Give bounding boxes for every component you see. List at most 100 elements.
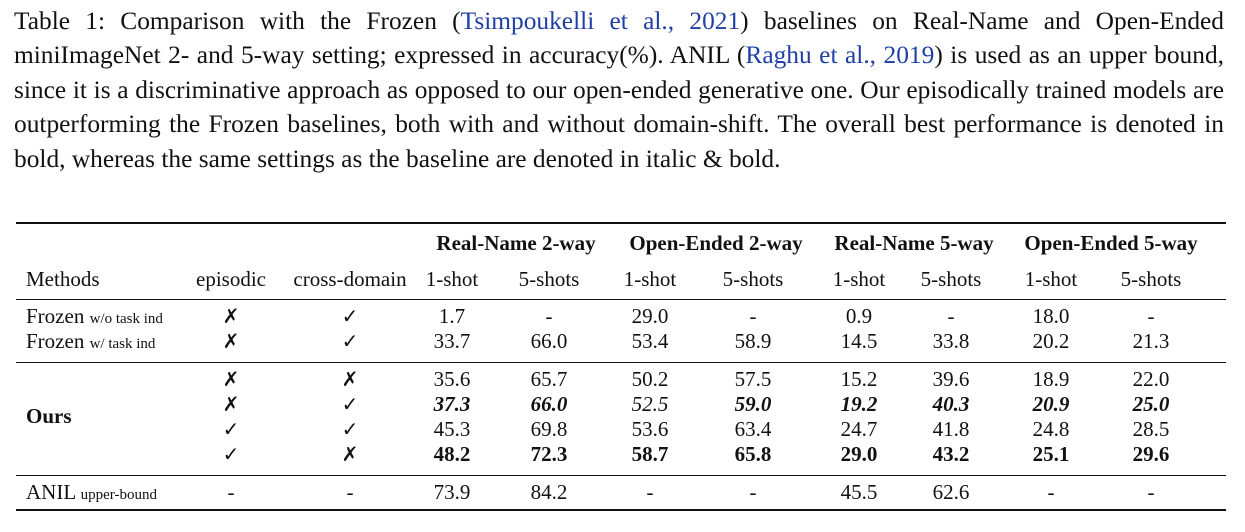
check-mark-icon: ✓: [341, 417, 359, 441]
table-cell: 62.6: [932, 480, 970, 504]
table-cell: -: [1047, 480, 1055, 504]
table-top-rule: [16, 222, 1226, 224]
table-cell: 66.0: [530, 392, 568, 416]
table-cell: 40.3: [932, 392, 970, 416]
method-name: Frozen: [26, 329, 85, 353]
table-cell: -: [346, 480, 354, 504]
table-bottom-rule: [16, 509, 1226, 511]
cross-mark-icon: ✗: [222, 367, 240, 391]
table-ours-rule: [16, 475, 1226, 476]
column-group-header: Real-Name 5-way: [834, 231, 994, 255]
table-cell: 24.7: [840, 417, 878, 441]
table-cell: 28.5: [1132, 417, 1170, 441]
column-header: cross-domain: [293, 267, 407, 291]
method-name: ANIL: [26, 480, 76, 504]
column-group-header: Real-Name 2-way: [436, 231, 596, 255]
table-cell: 18.0: [1032, 304, 1070, 328]
table-cell: 35.6: [433, 367, 471, 391]
table-cell: 29.0: [840, 442, 878, 466]
table-cell: 41.8: [932, 417, 970, 441]
table-cell: 48.2: [433, 442, 471, 466]
table-cell: 69.8: [530, 417, 568, 441]
table-cell: 66.0: [530, 329, 568, 353]
column-header: 1-shot: [832, 267, 886, 291]
table-cell: 72.3: [530, 442, 568, 466]
method-subscript: w/o task ind: [89, 311, 163, 327]
caption-text-1: Table 1: Comparison with the Frozen (: [14, 7, 461, 35]
table-cell: 18.9: [1032, 367, 1070, 391]
table-cell: 24.8: [1032, 417, 1070, 441]
table-cell: -: [749, 480, 757, 504]
table-cell: 25.1: [1032, 442, 1070, 466]
check-mark-icon: ✓: [341, 392, 359, 416]
table-cell: 53.4: [631, 329, 669, 353]
table-cell: 22.0: [1132, 367, 1170, 391]
table-cell: 63.4: [734, 417, 772, 441]
check-mark-icon: ✓: [341, 329, 359, 353]
column-header-methods: Methods: [26, 267, 100, 291]
citation-link-raghu[interactable]: Raghu et al., 2019: [745, 41, 935, 70]
cross-mark-icon: ✗: [341, 367, 359, 391]
caption-text-3: ) is used as an upper bound, since it is…: [14, 41, 1224, 173]
table-cell: 59.0: [734, 392, 772, 416]
column-group-header: Open-Ended 5-way: [1024, 231, 1198, 255]
table-cell: 50.2: [631, 367, 669, 391]
method-label-frozen: Frozen w/ task ind: [26, 329, 155, 356]
table-cell: 84.2: [530, 480, 568, 504]
method-subscript: w/ task ind: [89, 336, 156, 352]
table-caption: Table 1: Comparison with the Frozen (Tsi…: [14, 4, 1224, 176]
table-cell: 1.7: [438, 304, 466, 328]
citation-link-tsimpoukelli[interactable]: Tsimpoukelli et al., 2021: [460, 7, 741, 35]
column-header: 5-shots: [518, 267, 580, 291]
column-header: 1-shot: [623, 267, 677, 291]
table-cell: -: [749, 304, 757, 328]
cross-mark-icon: ✗: [222, 392, 240, 416]
method-subscript: upper-bound: [80, 487, 157, 503]
column-header: 5-shots: [1120, 267, 1182, 291]
results-table: Real-Name 2-way Open-Ended 2-way Real-Name…: [16, 222, 1226, 512]
table-cell: 43.2: [932, 442, 970, 466]
table-cell: 33.7: [433, 329, 471, 353]
table-cell: 14.5: [840, 329, 878, 353]
cross-mark-icon: ✗: [341, 442, 359, 466]
table-cell: 15.2: [840, 367, 878, 391]
table-cell: 20.9: [1032, 392, 1070, 416]
table-cell: -: [947, 304, 955, 328]
table-cell: 21.3: [1132, 329, 1170, 353]
check-mark-icon: ✓: [222, 442, 240, 466]
table-cell: 29.0: [631, 304, 669, 328]
method-label-ours: Ours: [26, 404, 72, 428]
method-label-frozen: Frozen w/o task ind: [26, 304, 163, 331]
column-header: 1-shot: [1024, 267, 1078, 291]
table-cell: 57.5: [734, 367, 772, 391]
table-cell: 58.9: [734, 329, 772, 353]
table-cell: 45.3: [433, 417, 471, 441]
caption-text-2: ) baselines on Real-Name and Open-Ended …: [14, 7, 1224, 70]
table-cell: -: [646, 480, 654, 504]
table-cell: 52.5: [631, 392, 669, 416]
table-cell: 0.9: [845, 304, 873, 328]
table-cell: -: [545, 304, 553, 328]
table-frozen-rule: [16, 362, 1226, 363]
table-cell: 33.8: [932, 329, 970, 353]
table-cell: 65.7: [530, 367, 568, 391]
column-group-header: Open-Ended 2-way: [629, 231, 803, 255]
table-cell: 53.6: [631, 417, 669, 441]
method-label-anil: ANIL upper-bound: [26, 480, 157, 507]
cross-mark-icon: ✗: [222, 329, 240, 353]
table-cell: 65.8: [734, 442, 772, 466]
table-cell: 37.3: [433, 392, 471, 416]
table-cell: 45.5: [840, 480, 878, 504]
table-cell: 19.2: [840, 392, 878, 416]
table-cell: 73.9: [433, 480, 471, 504]
table-cell: 20.2: [1032, 329, 1070, 353]
column-header: 1-shot: [425, 267, 479, 291]
check-mark-icon: ✓: [341, 304, 359, 328]
column-header: 5-shots: [920, 267, 982, 291]
table-cell: -: [227, 480, 235, 504]
method-name: Frozen: [26, 304, 85, 328]
table-cell: -: [1147, 480, 1155, 504]
table-cell: 29.6: [1132, 442, 1170, 466]
table-header-rule: [16, 299, 1226, 300]
table-cell: 39.6: [932, 367, 970, 391]
